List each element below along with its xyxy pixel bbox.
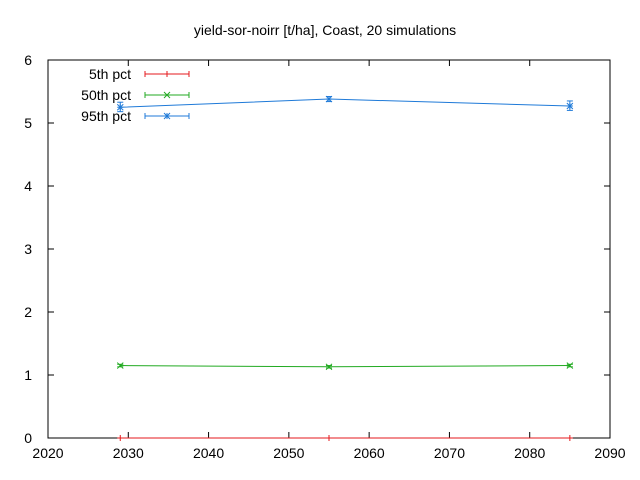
legend: 5th pct 50th pct 95th pct	[81, 66, 190, 124]
x-tick-label: 2060	[354, 445, 385, 461]
data-point	[116, 103, 124, 111]
legend-label: 95th pct	[81, 108, 131, 124]
x-tick-label: 2050	[273, 445, 304, 461]
x-tick-label: 2030	[113, 445, 144, 461]
data-point	[116, 362, 124, 369]
y-tick-label: 2	[24, 304, 32, 320]
data-point	[566, 102, 574, 110]
legend-marker	[163, 91, 171, 99]
y-tick-label: 1	[24, 367, 32, 383]
x-tick-label: 2070	[434, 445, 465, 461]
x-tick-label: 2080	[514, 445, 545, 461]
y-tick-label: 3	[24, 241, 32, 257]
x-tick-label: 2090	[594, 445, 625, 461]
legend-marker	[163, 112, 171, 120]
y-tick-label: 0	[24, 430, 32, 446]
series-layer	[116, 95, 574, 441]
chart-title: yield-sor-noirr [t/ha], Coast, 20 simula…	[194, 22, 456, 38]
series-line	[120, 98, 570, 108]
series-line	[120, 365, 570, 368]
data-point	[566, 362, 574, 369]
x-tick-label: 2020	[32, 445, 63, 461]
y-tick-label: 5	[24, 115, 32, 131]
data-point	[325, 363, 333, 371]
y-tick-label: 4	[24, 178, 32, 194]
x-tick-label: 2040	[193, 445, 224, 461]
plot-frame	[47, 59, 611, 439]
legend-label: 5th pct	[89, 66, 131, 82]
y-tick-label: 6	[24, 52, 32, 68]
series-50th-pct	[116, 362, 574, 371]
legend-label: 50th pct	[81, 87, 131, 103]
data-point	[325, 95, 333, 103]
axis-ticks: 2020 2030 2040 2050 2060 2070 2080 2090 0 1 2 3 4 5 6	[24, 52, 626, 461]
series-5th-pct	[117, 435, 573, 441]
series-95th-pct	[116, 95, 574, 113]
